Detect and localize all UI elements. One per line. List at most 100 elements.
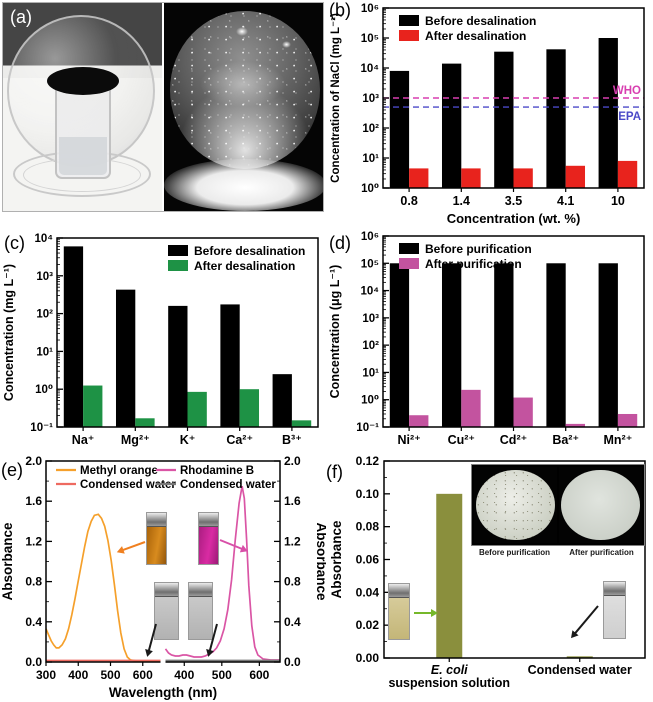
x-tick-label: Ba²⁺: [552, 433, 579, 447]
y-tick-label-right: 1.6: [284, 494, 301, 508]
x-tick-label: 300: [36, 668, 56, 682]
panel-a: (a): [0, 0, 326, 228]
y-tick-label: 10⁰: [361, 395, 379, 407]
chart-heavy-metal-purification: Ni²⁺ Cu²⁺ Cd²⁺ Ba²⁺ Mn²⁺ 10⁻¹ 10⁰ 10¹ 10² 10³ 10⁴ 1…: [326, 228, 653, 455]
panel-label-c: (c): [4, 233, 25, 253]
device-photos: (a): [2, 2, 324, 212]
y-tick-label: 10⁰: [35, 384, 53, 396]
y-tick-label: 10⁻¹: [30, 422, 53, 434]
bar-series1: [617, 413, 638, 427]
bottle-liquid: [155, 597, 178, 639]
legend-swatch: [399, 258, 419, 269]
x-tick-label: Ni²⁺: [397, 433, 420, 447]
y-tick-label-left: 0.0: [25, 655, 42, 669]
bar-series1: [187, 391, 207, 427]
bar-series0: [546, 263, 566, 427]
y-tick-label: 10⁵: [361, 33, 379, 45]
photo-dome-condensation: [164, 3, 323, 211]
y-tick-label-right: 0.8: [284, 575, 301, 589]
x-tick-label: 600: [249, 668, 269, 682]
bar-series1: [461, 168, 481, 188]
bar-series0: [494, 263, 514, 427]
legend-label: Methyl orange: [80, 465, 158, 477]
chart-ecoli-purification: E. coli suspension solution Condensed wate…: [326, 454, 653, 702]
series-0: [45, 513, 161, 662]
y-axis-title: Absorbance: [329, 520, 344, 599]
x-tick-label: 10: [611, 194, 625, 208]
panel-d: (d) Ni²⁺ Cu²⁺ Cd²⁺ Ba²⁺ Mn²⁺ 10⁻¹ 10⁰ 10¹ 10² 10³…: [326, 228, 653, 455]
bar-series0: [441, 63, 462, 188]
panel-label-f: (f): [326, 462, 343, 482]
water: [59, 137, 107, 175]
bottle-ecoli-suspension: [388, 583, 410, 640]
bar-series0: [115, 289, 136, 427]
fog-highlight: [200, 61, 286, 107]
solar-absorber-disc: [47, 67, 119, 95]
x-tick-label: Cu²⁺: [448, 433, 475, 447]
legend-label: After desalination: [194, 259, 295, 273]
y-tick-label: 0.00: [356, 651, 380, 665]
petri-dish-photos: [471, 464, 645, 546]
panel-label-d: (d): [329, 233, 351, 253]
legend-label: Before desalination: [425, 14, 536, 28]
legend-label: After desalination: [425, 29, 526, 43]
y-tick-label: 0.12: [356, 455, 380, 468]
y-tick-label: 10¹: [362, 153, 379, 165]
bar-series0: [168, 305, 188, 427]
bottle-liquid: [389, 598, 409, 639]
bar-series0: [598, 263, 618, 427]
y-tick-label: 10⁴: [361, 63, 380, 75]
photo-dome-dry: (a): [3, 3, 162, 211]
petri-dish-after: [559, 467, 642, 543]
illuminated-base: [164, 159, 323, 211]
y-tick-label: 0.08: [356, 520, 380, 534]
x-tick-label: B³⁺: [282, 433, 302, 447]
y-tick-label: 10⁶: [361, 3, 379, 15]
y-tick-label: 10³: [36, 271, 53, 283]
chart-ion-desalination: Na⁺ Mg²⁺ K⁺ Ca²⁺ B³⁺ 10⁻¹ 10⁰ 10¹ 10² 10³ 10⁴ Befor…: [0, 228, 326, 455]
panel-f: (f) E. coli suspension solution Condensed …: [326, 454, 653, 702]
legend-label: After purification: [425, 257, 522, 271]
y-tick-label: 10⁴: [361, 286, 380, 298]
axis-break: [160, 660, 166, 664]
x-tick-label: 4.1: [557, 194, 574, 208]
y-tick-label-left: 1.6: [25, 494, 42, 508]
x-tick-label: 0.8: [400, 194, 417, 208]
chart-dye-absorbance: 0.0 0.0 0.4 0.4 0.8 0.8 1.2 1.2 1.6 1.6 2.0 2.0 300 4…: [0, 454, 329, 702]
y-tick-label-left: 0.4: [25, 615, 42, 629]
bottle-cap: [389, 584, 409, 598]
y-tick-label: 10²: [362, 123, 379, 135]
bar-series0: [220, 304, 240, 427]
bar-series0: [389, 70, 410, 188]
legend-swatch: [399, 243, 419, 254]
bar-series1: [461, 389, 481, 427]
bar-series1: [617, 160, 638, 188]
y-tick-label: 0.04: [356, 585, 380, 599]
bar-series1: [239, 389, 260, 427]
bottle-rhodamine-b: [198, 512, 219, 565]
bar-series1: [83, 385, 103, 427]
bottle-liquid: [604, 596, 625, 638]
panel-label-b: (b): [329, 0, 351, 20]
bar-series1: [565, 423, 586, 427]
y-tick-label: 10⁰: [361, 183, 379, 195]
bar-series0: [598, 38, 618, 188]
x-tick-label: Mg²⁺: [121, 433, 150, 447]
y-tick-label: 10²: [36, 309, 53, 321]
y-tick-label: 10²: [362, 340, 379, 352]
x-tick-label: Na⁺: [72, 433, 95, 447]
bottle-liquid: [199, 527, 218, 564]
plot-frame: [382, 235, 645, 428]
light-highlight: [282, 41, 291, 48]
y-tick-label: 0.10: [356, 487, 380, 501]
legend-label: Condensed water: [80, 479, 176, 491]
y-axis-title-left: Absorbance: [0, 522, 15, 601]
y-tick-label: 10¹: [36, 346, 53, 358]
panel-c: (c) Na⁺ Mg²⁺ K⁺ Ca²⁺ B³⁺ 10⁻¹ 10⁰ 10¹ 10² 10³ 10⁴ B…: [0, 228, 326, 455]
y-tick-label: 10³: [362, 93, 379, 105]
y-tick-label: 10¹: [362, 367, 379, 379]
x-tick-label: 400: [174, 668, 194, 682]
water-beaker: [55, 81, 111, 179]
x-tick-label: 3.5: [505, 194, 522, 208]
panel-e: (e) 0.0 0.0 0.4 0.4 0.8 0.8 1.2 1.2 1.6 1.6 2.0 2.0…: [0, 454, 329, 702]
